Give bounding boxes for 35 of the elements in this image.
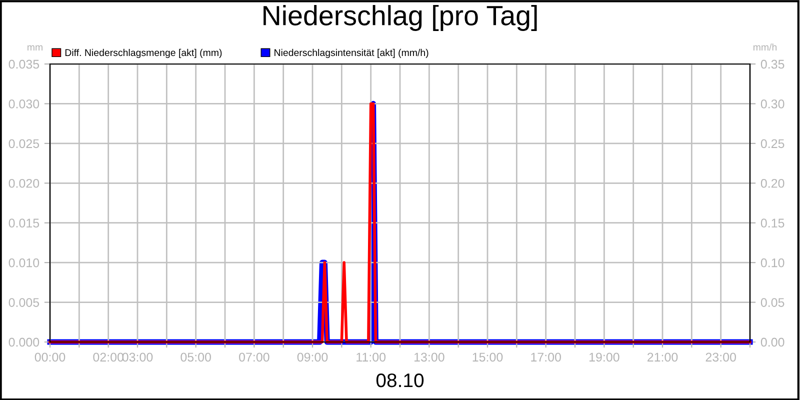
legend-label: Diff. Niederschlagsmenge [akt] (mm) xyxy=(65,48,222,58)
x-tick-label: 07:00 xyxy=(239,352,270,362)
y2-tick-label: 0.05 xyxy=(760,298,784,307)
y-tick-label: 0.030 xyxy=(8,100,40,108)
y2-tick-label: 0.00 xyxy=(760,338,784,347)
y2-tick-label: 0.20 xyxy=(760,178,784,188)
x-tick-label: 02:00 xyxy=(93,352,124,362)
x-tick-label: 00:00 xyxy=(34,352,66,362)
y2-tick-label: 0.35 xyxy=(760,60,784,69)
x-tick-label: 23:00 xyxy=(706,352,736,362)
y-tick-label: 0.020 xyxy=(8,178,40,188)
y-tick-label: 0.015 xyxy=(8,218,40,228)
y-tick-label: 0.005 xyxy=(8,298,40,307)
x-axis-title: 08.10 xyxy=(376,373,424,388)
y2-axis-title: mm/h xyxy=(753,43,777,51)
y-axis-title: mm xyxy=(28,45,42,51)
x-tick-label: 09:00 xyxy=(297,352,328,362)
y-tick-label: 0.010 xyxy=(8,258,40,268)
x-tick-label: 15:00 xyxy=(472,352,503,362)
y-tick-label: 0.000 xyxy=(8,338,40,347)
x-tick-label: 05:00 xyxy=(180,352,211,362)
y2-tick-label: 0.10 xyxy=(760,258,784,268)
legend-label: Niederschlagsintensität [akt] (mm/h) xyxy=(274,48,428,58)
chart-title: Niederschlag [pro Tag] xyxy=(264,5,537,31)
y2-tick-label: 0.25 xyxy=(760,139,784,148)
x-tick-label: 03:00 xyxy=(122,352,153,362)
y2-tick-label: 0.15 xyxy=(760,218,784,228)
x-tick-label: 19:00 xyxy=(589,352,620,362)
x-tick-label: 21:00 xyxy=(647,352,678,362)
x-tick-label: 17:00 xyxy=(531,352,561,362)
y-tick-label: 0.025 xyxy=(8,139,40,148)
y2-tick-label: 0.30 xyxy=(760,100,784,108)
y-tick-label: 0.035 xyxy=(8,60,40,69)
x-tick-label: 11:00 xyxy=(356,352,386,362)
x-tick-label: 13:00 xyxy=(414,352,444,362)
